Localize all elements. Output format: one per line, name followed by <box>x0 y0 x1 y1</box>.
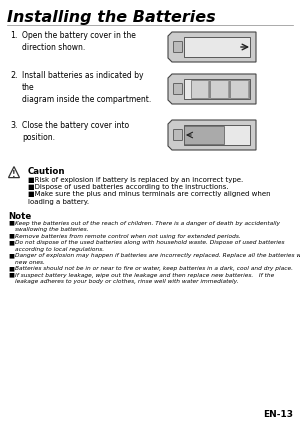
Polygon shape <box>210 80 229 98</box>
FancyBboxPatch shape <box>173 130 182 141</box>
Polygon shape <box>8 167 20 178</box>
Text: Batteries should not be in or near to fire or water, keep batteries in a dark, c: Batteries should not be in or near to fi… <box>15 266 293 271</box>
Polygon shape <box>168 120 256 150</box>
Text: ■: ■ <box>8 234 14 239</box>
Text: Remove batteries from remote control when not using for extended periods.: Remove batteries from remote control whe… <box>15 234 241 239</box>
Text: ■: ■ <box>8 273 14 278</box>
Text: EN-13: EN-13 <box>263 410 293 419</box>
Text: Do not dispose of the used batteries along with household waste. Dispose of used: Do not dispose of the used batteries alo… <box>15 240 284 252</box>
Polygon shape <box>168 74 256 104</box>
Text: ■: ■ <box>8 240 14 245</box>
Text: Caution: Caution <box>28 167 65 176</box>
Polygon shape <box>184 37 250 57</box>
Text: ■Dispose of used batteries according to the instructions.: ■Dispose of used batteries according to … <box>28 184 229 190</box>
Text: ■: ■ <box>8 266 14 271</box>
Text: ■: ■ <box>8 253 14 258</box>
Text: 2.: 2. <box>10 71 18 80</box>
Polygon shape <box>230 80 249 98</box>
Polygon shape <box>184 79 250 99</box>
Text: Danger of explosion may happen if batteries are incorrectly replaced. Replace al: Danger of explosion may happen if batter… <box>15 253 300 264</box>
Polygon shape <box>184 125 250 145</box>
Text: Installing the Batteries: Installing the Batteries <box>7 10 216 25</box>
FancyBboxPatch shape <box>173 83 182 94</box>
Text: !: ! <box>12 170 16 178</box>
Text: Keep the batteries out of the reach of children. There is a danger of death by a: Keep the batteries out of the reach of c… <box>15 221 280 232</box>
Text: 1.: 1. <box>10 31 17 40</box>
Polygon shape <box>190 80 209 98</box>
Text: ■Make sure the plus and minus terminals are correctly aligned when
loading a bat: ■Make sure the plus and minus terminals … <box>28 191 271 205</box>
Text: ■: ■ <box>8 221 14 226</box>
Polygon shape <box>168 32 256 62</box>
Text: 3.: 3. <box>10 121 17 130</box>
Text: If suspect battery leakage, wipe out the leakage and then replace new batteries.: If suspect battery leakage, wipe out the… <box>15 273 274 284</box>
Text: Close the battery cover into
position.: Close the battery cover into position. <box>22 121 129 142</box>
Text: Install batteries as indicated by
the
diagram inside the compartment.: Install batteries as indicated by the di… <box>22 71 151 104</box>
FancyBboxPatch shape <box>173 42 182 53</box>
Polygon shape <box>184 126 224 144</box>
Text: Note: Note <box>8 212 31 221</box>
Text: Open the battery cover in the
direction shown.: Open the battery cover in the direction … <box>22 31 136 52</box>
Text: ■Risk of explosion if battery is replaced by an incorrect type.: ■Risk of explosion if battery is replace… <box>28 177 243 183</box>
